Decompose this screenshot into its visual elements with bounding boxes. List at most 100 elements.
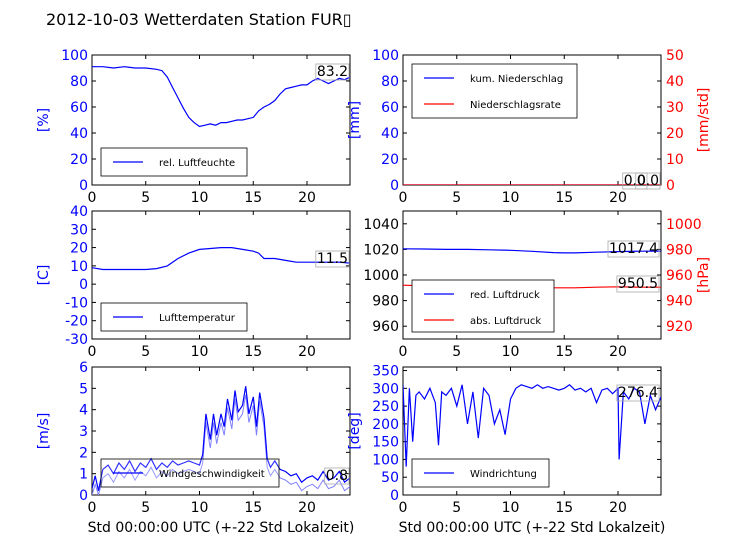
y-tick-label: 50 (381, 470, 399, 486)
y-tick-label-right: 960 (666, 268, 693, 284)
series-group (403, 384, 661, 467)
x-tick-label: 10 (191, 500, 209, 516)
y-tick-label: 980 (372, 294, 399, 310)
y-tick-label: -20 (65, 314, 88, 330)
y-axis-label: [deg] (347, 412, 363, 449)
y-tick-label-right: 10 (666, 152, 684, 168)
panel-temperature: 0 5 10 15 20 -30 -20 -10 0 10 20 30 40 [C] Lufttempera… (36, 204, 351, 360)
x-tick-label: 15 (244, 190, 262, 206)
x-tick-label: 20 (609, 500, 627, 516)
x-tick-label: 5 (452, 190, 461, 206)
x-tick-label: 10 (191, 190, 209, 206)
value-label: 83.2 (317, 64, 348, 80)
legend: red. Luftdruck abs. Luftdruck (411, 279, 555, 333)
y-tick-label: 0 (390, 178, 399, 194)
y-tick-label: 20 (70, 152, 88, 168)
y-tick-label: 350 (372, 364, 399, 380)
series-line (403, 384, 661, 467)
x-tick-label: 15 (244, 500, 262, 516)
y-tick-label-right: 980 (666, 242, 693, 258)
y-tick-label: -30 (65, 332, 88, 348)
y-tick-label: 0 (390, 488, 399, 504)
legend-entry: Windgeschwindigkeit (159, 469, 265, 480)
y-tick-label-right: 50 (666, 48, 684, 64)
y-axis-label-right: [hPa] (696, 257, 712, 293)
legend-entry: red. Luftdruck (470, 290, 540, 301)
value-label: 0.0 (637, 173, 659, 189)
y-tick-label: 30 (70, 222, 88, 238)
x-tick-label: 0 (88, 190, 97, 206)
y-tick-label: 1 (79, 467, 88, 483)
panel-windspeed: 0 5 10 15 20 0 1 2 3 4 5 6 [m/s] Std 00:00:00 UTC (+-… (36, 360, 354, 536)
y-tick-label-right: 940 (666, 294, 693, 310)
y-tick-label: 5 (79, 381, 88, 397)
y-axis-label: [mm] (347, 101, 363, 139)
value-label: 950.5 (618, 276, 658, 292)
x-tick-label: 0 (88, 500, 97, 516)
legend: Windrichtung (411, 458, 550, 488)
panel-pressure: 0 5 10 15 20 960 980 1000 1020 1040 920 940 960 980 10… (363, 210, 712, 360)
y-tick-label: 40 (70, 204, 88, 220)
y-tick-label-right: 40 (666, 74, 684, 90)
value-label: 11.5 (317, 251, 348, 267)
y-tick-label-right: 1000 (666, 217, 702, 233)
series-group (92, 386, 350, 495)
y-tick-label: 80 (70, 74, 88, 90)
y-tick-label-right: 0 (666, 178, 675, 194)
x-tick-label: 15 (555, 190, 573, 206)
y-tick-label: 0 (79, 277, 88, 293)
legend-box (411, 63, 578, 119)
y-tick-label: 100 (372, 452, 399, 468)
legend-entry: rel. Luftfeuchte (159, 158, 235, 169)
y-tick-label: 300 (372, 381, 399, 397)
y-tick-label: 0 (79, 488, 88, 504)
x-tick-label: 10 (502, 344, 520, 360)
y-tick-label: 250 (372, 399, 399, 415)
value-label-box (315, 63, 350, 81)
y-tick-label: 960 (372, 319, 399, 335)
y-tick-label: 100 (372, 48, 399, 64)
value-label: 1017.4 (609, 241, 658, 257)
legend-entry: Niederschlagsrate (470, 100, 561, 111)
value-label: 0.0 (624, 173, 646, 189)
value-label: 0.8 (326, 468, 348, 484)
legend: Windgeschwindigkeit (100, 458, 280, 488)
y-tick-label: 2 (79, 445, 88, 461)
y-tick-label: 20 (381, 152, 399, 168)
y-tick-label: 40 (70, 126, 88, 142)
series-line-gust (92, 394, 350, 495)
value-label-box (622, 172, 648, 190)
legend-entry: Lufttemperatur (159, 313, 236, 324)
x-tick-label: 10 (191, 344, 209, 360)
y-tick-label: 150 (372, 435, 399, 451)
x-tick-label: 0 (399, 190, 408, 206)
x-axis-label: Std 00:00:00 UTC (+-22 Std Lokalzeit) (399, 520, 666, 536)
y-tick-label: 1000 (363, 268, 399, 284)
series-line (92, 247, 350, 271)
legend: Lufttemperatur (100, 302, 248, 332)
legend: rel. Luftfeuchte (100, 147, 248, 177)
x-tick-label: 5 (452, 344, 461, 360)
y-tick-label: 200 (372, 417, 399, 433)
y-tick-label: 60 (70, 100, 88, 116)
legend: kum. Niederschlag Niederschlagsrate (411, 63, 578, 119)
y-tick-label-right: 20 (666, 126, 684, 142)
y-tick-label-right: 30 (666, 100, 684, 116)
x-tick-label: 20 (298, 344, 316, 360)
x-tick-label: 20 (298, 190, 316, 206)
x-tick-label: 5 (141, 190, 150, 206)
series-line (92, 66, 350, 128)
x-tick-label: 5 (141, 500, 150, 516)
x-tick-label: 20 (609, 190, 627, 206)
y-tick-label: 10 (70, 259, 88, 275)
axes-frame (402, 366, 662, 496)
x-tick-label: 10 (502, 500, 520, 516)
legend-entry: abs. Luftdruck (470, 316, 541, 327)
y-tick-label: 40 (381, 126, 399, 142)
legend-box (411, 458, 550, 488)
x-tick-label: 15 (244, 344, 262, 360)
axes-frame (91, 210, 351, 340)
series-group (92, 66, 350, 128)
